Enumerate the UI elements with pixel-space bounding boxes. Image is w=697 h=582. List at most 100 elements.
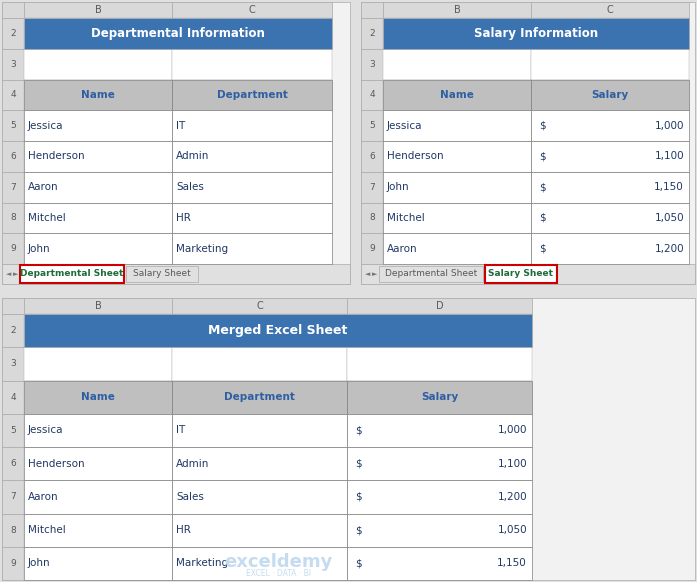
Text: Salary Sheet: Salary Sheet [133,269,191,279]
Bar [24,233,172,264]
Bar [361,18,383,49]
Text: 7: 7 [369,183,375,191]
Text: $: $ [355,425,362,435]
Text: Sales: Sales [176,492,204,502]
Text: 6: 6 [10,152,16,161]
Bar [24,414,172,447]
Bar [383,18,689,49]
Bar [347,381,532,414]
Bar [531,203,689,233]
Bar [2,314,24,347]
Bar [383,203,531,233]
Bar [24,2,172,18]
Bar [24,141,172,172]
Text: 4: 4 [369,90,375,100]
Text: 4: 4 [10,90,16,100]
Bar [24,546,172,580]
Text: Aaron: Aaron [28,492,59,502]
Bar [361,80,383,110]
Bar [383,233,531,264]
Bar [2,80,24,110]
Bar [125,266,198,282]
Bar [24,172,172,203]
Bar [531,203,689,233]
Text: Henderson: Henderson [387,151,443,161]
Text: 1,150: 1,150 [654,182,684,192]
Bar [24,347,172,381]
Text: D: D [436,301,443,311]
Text: C: C [249,5,255,15]
Text: 5: 5 [10,426,16,435]
Text: Name: Name [81,90,115,100]
Bar [383,141,531,172]
Bar [2,2,24,18]
Text: $: $ [355,525,362,535]
Bar [172,381,347,414]
Text: Jessica: Jessica [28,425,63,435]
Bar [2,2,350,284]
Bar [172,172,332,203]
Bar [347,513,532,546]
Bar [347,414,532,447]
Text: Aaron: Aaron [387,244,418,254]
Text: $: $ [539,244,546,254]
Text: Salary: Salary [591,90,629,100]
Bar [531,80,689,110]
Bar [361,110,383,141]
Bar [24,80,172,110]
Bar [361,203,383,233]
Bar [24,141,172,172]
Text: 4: 4 [10,393,16,402]
Bar [2,203,24,233]
Bar [24,513,172,546]
Text: 1,100: 1,100 [498,459,527,469]
Bar [2,233,24,264]
Bar [24,298,172,314]
Text: 1,150: 1,150 [497,558,527,569]
Bar [383,233,531,264]
Text: 7: 7 [10,183,16,191]
Bar [20,265,123,283]
Bar [383,203,531,233]
Text: Admin: Admin [176,151,209,161]
Bar [172,141,332,172]
Bar [24,381,172,414]
Text: ◄: ◄ [365,271,370,277]
Text: 6: 6 [10,459,16,468]
Bar [172,80,332,110]
Bar [24,18,172,49]
Bar [172,18,332,49]
Text: Department: Department [217,90,287,100]
Bar [24,233,172,264]
Bar [361,49,383,80]
Text: Departmental Sheet: Departmental Sheet [385,269,477,279]
Bar [361,2,383,18]
Text: Departmental Sheet: Departmental Sheet [20,269,123,279]
Text: 5: 5 [10,121,16,130]
Text: IT: IT [176,425,185,435]
Bar [24,18,332,49]
Bar [24,381,172,414]
Bar [531,49,689,80]
Bar [24,203,172,233]
Text: 1,000: 1,000 [654,120,684,130]
Bar [172,314,347,347]
Bar [2,480,24,513]
Bar [24,314,172,347]
Bar [24,414,172,447]
Text: John: John [28,244,51,254]
Text: EXCEL · DATA · BI: EXCEL · DATA · BI [245,569,310,577]
Bar [172,480,347,513]
Bar [347,447,532,480]
Text: Salary Sheet: Salary Sheet [489,269,553,279]
Bar [2,513,24,546]
Text: C: C [256,301,263,311]
Bar [383,18,531,49]
Bar [347,447,532,480]
Text: John: John [28,558,51,569]
Text: exceldemy: exceldemy [224,553,332,571]
Text: HR: HR [176,213,191,223]
Bar [531,18,689,49]
Bar [361,172,383,203]
Bar [2,18,24,49]
